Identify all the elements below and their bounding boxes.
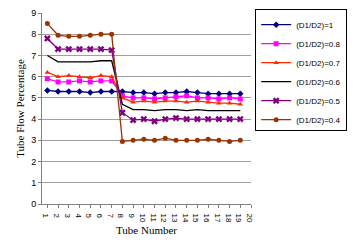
svg-text:20: 20 xyxy=(245,214,254,223)
svg-text:9: 9 xyxy=(127,214,136,219)
svg-text:11: 11 xyxy=(149,214,158,223)
svg-text:18: 18 xyxy=(224,214,233,223)
svg-text:(D1/D2)=0.4: (D1/D2)=0.4 xyxy=(296,116,340,125)
svg-text:3: 3 xyxy=(31,135,36,145)
svg-text:2: 2 xyxy=(31,157,36,167)
svg-text:(D1/D2)=0.7: (D1/D2)=0.7 xyxy=(296,59,340,68)
svg-text:2: 2 xyxy=(52,214,61,219)
svg-text:7: 7 xyxy=(106,214,115,219)
svg-text:17: 17 xyxy=(213,214,222,223)
svg-text:4: 4 xyxy=(31,114,36,124)
svg-text:6: 6 xyxy=(95,214,104,219)
svg-text:Tube Number: Tube Number xyxy=(116,224,177,236)
svg-text:4: 4 xyxy=(74,214,83,219)
svg-text:12: 12 xyxy=(159,214,168,223)
svg-text:8: 8 xyxy=(31,29,36,39)
svg-text:10: 10 xyxy=(138,214,147,223)
svg-text:5: 5 xyxy=(84,214,93,219)
svg-text:8: 8 xyxy=(116,214,125,219)
svg-text:9: 9 xyxy=(31,8,36,18)
svg-text:5: 5 xyxy=(31,93,36,103)
svg-text:1: 1 xyxy=(31,178,36,188)
svg-text:(D1/D2)=1: (D1/D2)=1 xyxy=(296,21,334,30)
svg-text:19: 19 xyxy=(234,214,243,223)
svg-text:7: 7 xyxy=(31,51,36,61)
svg-text:Tube Flow Percentage: Tube Flow Percentage xyxy=(14,59,26,158)
svg-text:(D1/D2)=0.5: (D1/D2)=0.5 xyxy=(296,97,340,106)
svg-text:1: 1 xyxy=(41,214,50,219)
svg-text:6: 6 xyxy=(31,72,36,82)
svg-text:14: 14 xyxy=(181,214,190,223)
svg-text:(D1/D2)=0.6: (D1/D2)=0.6 xyxy=(296,78,340,87)
svg-text:(D1/D2)=0.8: (D1/D2)=0.8 xyxy=(296,40,340,49)
svg-text:16: 16 xyxy=(202,214,211,223)
svg-text:3: 3 xyxy=(63,214,72,219)
svg-text:0: 0 xyxy=(31,199,36,209)
svg-text:13: 13 xyxy=(170,214,179,223)
svg-text:15: 15 xyxy=(191,214,200,223)
